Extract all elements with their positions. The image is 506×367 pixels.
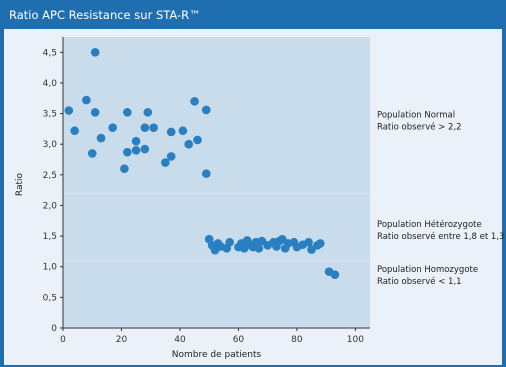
data-point — [149, 123, 158, 132]
y-axis-title: Ratio — [15, 172, 25, 196]
x-tick-label: 80 — [291, 335, 303, 345]
plot-area — [63, 37, 370, 328]
y-tick-label: 3,0 — [43, 140, 58, 150]
data-point — [140, 123, 150, 132]
annotation-homo-title: Population Homozygote — [377, 265, 478, 275]
y-tick-label: 4,0 — [43, 79, 58, 89]
annotation-homo-ratio: Ratio observé < 1,1 — [377, 276, 462, 287]
data-point — [90, 108, 100, 117]
x-tick-label: 20 — [116, 335, 128, 345]
y-tick-label: 1,5 — [43, 232, 57, 242]
x-tick-label: 0 — [60, 335, 66, 345]
data-point — [254, 244, 264, 253]
data-point — [96, 133, 106, 143]
annotation-hetero-title: Population Hétérozygote — [377, 219, 482, 230]
data-point — [87, 149, 97, 158]
data-point — [201, 105, 211, 115]
y-tick-label: 1,0 — [43, 263, 58, 273]
data-point — [184, 139, 194, 149]
data-point — [120, 164, 129, 174]
data-point — [193, 135, 202, 145]
y-tick-label: 0 — [51, 324, 57, 334]
data-point — [90, 48, 100, 57]
annotation-normal-title: Population Normal — [377, 111, 455, 121]
axes: 0 0,5 1,0 1,5 2,0 2,5 3,0 3,5 4,0 4,5 0 20 40 60 80 100 — [43, 37, 370, 345]
data-point — [178, 126, 188, 136]
x-tick-label: 40 — [174, 335, 186, 345]
y-tick-label: 4,5 — [43, 48, 57, 58]
chart-title: Ratio APC Resistance sur STA-R™ — [9, 8, 201, 22]
data-point — [166, 152, 176, 161]
y-tick-label: 2,5 — [43, 171, 57, 181]
band-lines — [63, 192, 370, 262]
data-point — [140, 144, 150, 154]
annotation-normal-ratio: Ratio observé > 2,2 — [377, 122, 462, 133]
x-tick-label: 100 — [347, 335, 364, 345]
data-point — [123, 147, 132, 157]
data-point — [225, 237, 234, 247]
data-point — [330, 270, 340, 280]
data-point — [70, 126, 79, 136]
data-point — [82, 95, 91, 105]
data-point — [108, 123, 118, 132]
data-point — [131, 146, 141, 155]
data-point — [201, 169, 211, 178]
data-point — [143, 108, 153, 117]
y-tick-label: 2,0 — [43, 201, 58, 211]
data-point — [161, 158, 170, 167]
data-point — [315, 239, 325, 248]
data-point — [190, 97, 199, 106]
x-axis-title: Nombre de patients — [172, 350, 262, 360]
data-points — [64, 48, 340, 280]
annotation-hetero-ratio: Ratio observé entre 1,8 et 1,3 — [377, 231, 504, 242]
data-point — [123, 108, 132, 117]
x-tick-label: 60 — [233, 335, 245, 345]
y-tick-label: 3,5 — [43, 110, 57, 120]
data-point — [166, 127, 176, 137]
data-point — [131, 136, 141, 146]
data-point — [304, 237, 313, 247]
data-point — [64, 106, 74, 115]
y-tick-label: 0,5 — [43, 293, 57, 303]
